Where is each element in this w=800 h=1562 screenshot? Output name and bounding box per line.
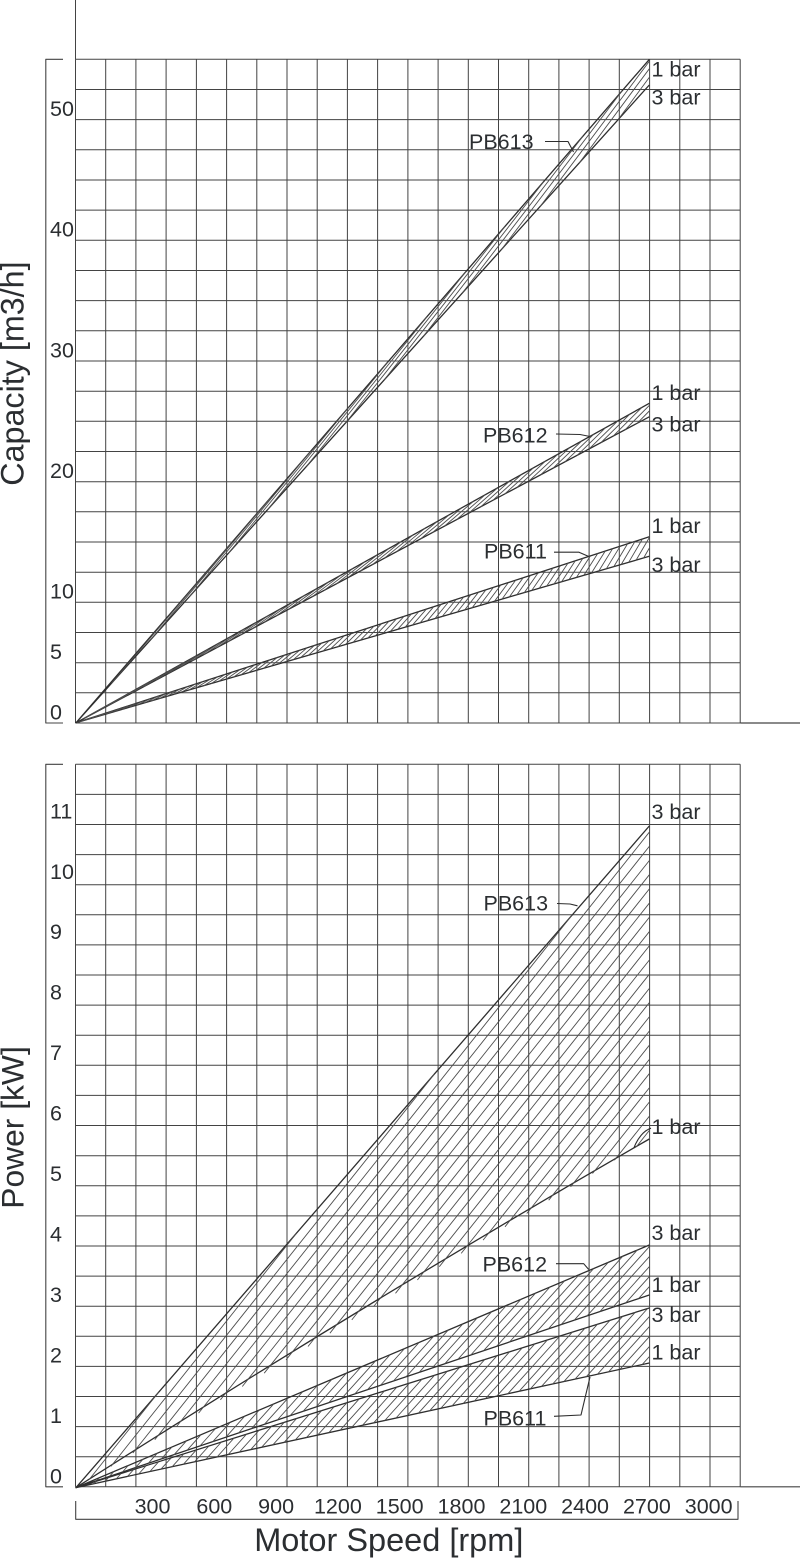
svg-text:10: 10 [50,860,74,884]
svg-text:900: 900 [258,1495,294,1519]
svg-text:1 bar: 1 bar [652,57,701,81]
svg-text:0: 0 [50,700,62,724]
svg-text:50: 50 [50,97,74,121]
svg-text:3 bar: 3 bar [652,1303,701,1327]
svg-text:3 bar: 3 bar [652,1221,701,1245]
svg-text:3: 3 [50,1283,62,1307]
svg-text:PB611: PB611 [484,1407,547,1431]
svg-text:9: 9 [50,920,62,944]
svg-text:3 bar: 3 bar [652,85,701,109]
svg-text:1: 1 [50,1404,62,1428]
svg-text:30: 30 [50,338,74,362]
svg-text:1 bar: 1 bar [652,1341,701,1365]
svg-text:300: 300 [135,1495,171,1519]
svg-text:7: 7 [50,1041,62,1065]
svg-text:4: 4 [50,1223,62,1247]
svg-text:3000: 3000 [685,1495,733,1519]
svg-text:PB613: PB613 [484,892,549,916]
svg-text:Capacity [m3/h]: Capacity [m3/h] [0,261,31,485]
svg-text:Power [kW]: Power [kW] [0,1046,31,1209]
svg-text:5: 5 [50,640,62,664]
svg-text:2700: 2700 [623,1495,671,1519]
svg-text:1500: 1500 [376,1495,424,1519]
svg-text:600: 600 [196,1495,232,1519]
svg-text:40: 40 [50,218,74,242]
svg-text:PB612: PB612 [483,424,548,448]
svg-text:8: 8 [50,981,62,1005]
svg-text:PB613: PB613 [469,130,534,154]
svg-text:20: 20 [50,459,74,483]
svg-text:1 bar: 1 bar [652,1273,701,1297]
svg-text:3 bar: 3 bar [652,413,701,437]
svg-text:1 bar: 1 bar [652,1115,701,1139]
svg-text:1 bar: 1 bar [652,514,701,538]
svg-text:PB612: PB612 [483,1253,548,1277]
svg-text:2: 2 [50,1343,62,1367]
svg-text:1 bar: 1 bar [652,381,701,405]
svg-text:11: 11 [50,799,72,823]
svg-text:10: 10 [50,580,74,604]
svg-text:2100: 2100 [499,1495,547,1519]
svg-text:0: 0 [50,1464,62,1488]
svg-text:6: 6 [50,1102,62,1126]
svg-text:Motor Speed [rpm]: Motor Speed [rpm] [254,1522,523,1558]
svg-text:1200: 1200 [314,1495,362,1519]
svg-text:5: 5 [50,1162,62,1186]
svg-text:3 bar: 3 bar [652,553,701,577]
svg-text:1800: 1800 [438,1495,486,1519]
svg-text:3 bar: 3 bar [652,800,701,824]
svg-text:2400: 2400 [561,1495,609,1519]
svg-text:PB611: PB611 [484,540,547,564]
